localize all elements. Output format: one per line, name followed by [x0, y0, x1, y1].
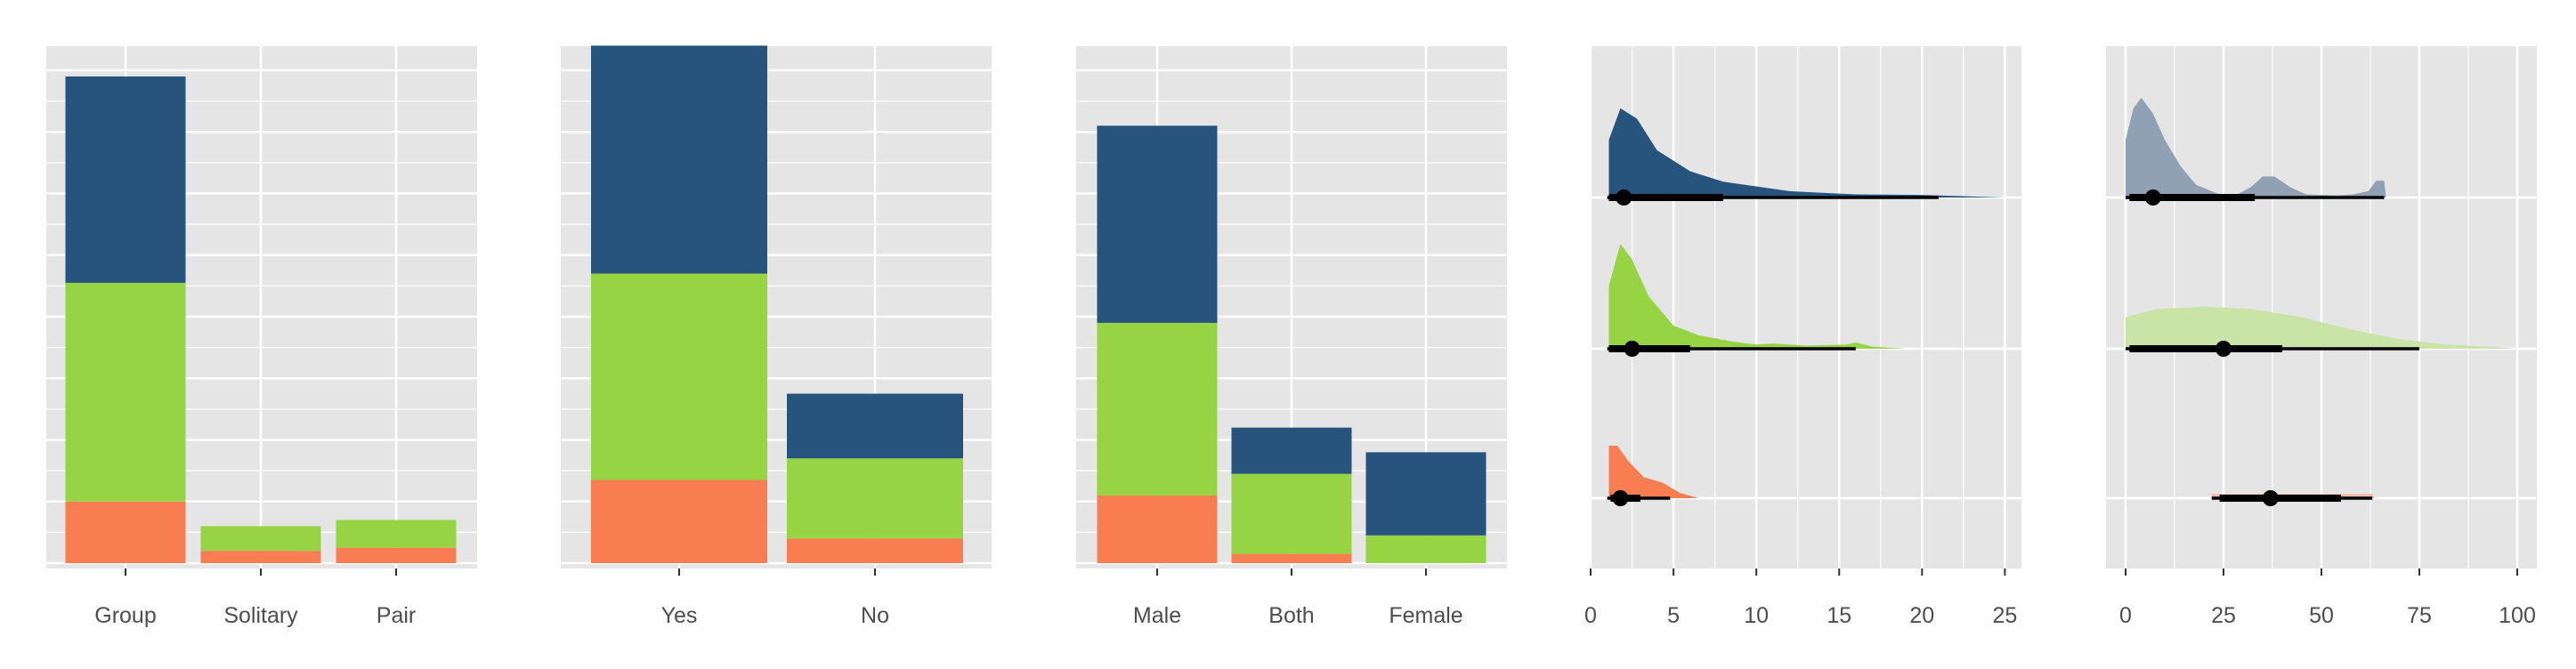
bar-segment-dark_blue — [1365, 452, 1486, 536]
x-tick-label: 15 — [1827, 603, 1851, 628]
x-tick-label: 20 — [1909, 603, 1934, 628]
bar-segment-orange — [1231, 553, 1352, 563]
x-tick-label: 25 — [1992, 603, 2017, 628]
x-tick-label: 100 — [2499, 603, 2536, 628]
point-estimate — [2144, 189, 2161, 206]
point-estimate — [2262, 490, 2279, 506]
point-estimate — [1624, 341, 1640, 357]
density-slab-lime_faded — [2126, 306, 2517, 349]
bar-segment-orange — [591, 480, 767, 563]
x-tick-label: Female — [1389, 603, 1462, 628]
bar-segment-lime — [200, 526, 321, 552]
bar-segment-lime — [591, 273, 767, 480]
panel-grouping: Group Solitary Pair — [46, 46, 477, 628]
density-slab-lime — [1608, 244, 1906, 349]
panel-sex: Male Both Female — [1076, 46, 1507, 628]
density-slab-dark_blue — [1608, 108, 2005, 197]
bar-segment-dark_blue — [1097, 125, 1218, 323]
bar-segment-lime — [1097, 322, 1218, 496]
density-slab-slate_faded — [2126, 97, 2386, 197]
bar-segment-dark_blue — [787, 393, 963, 459]
x-tick-label: 5 — [1667, 603, 1680, 628]
point-estimate — [2216, 341, 2232, 357]
bar-segment-dark_blue — [1231, 427, 1352, 474]
x-tick-label: 0 — [2119, 603, 2132, 628]
density-slab-orange — [1608, 446, 1698, 498]
x-tick-label: Yes — [661, 603, 698, 628]
bar-segment-orange — [65, 501, 186, 563]
bar-segment-orange — [1097, 495, 1218, 563]
x-tick-label: 75 — [2407, 603, 2432, 628]
bar-segment-lime — [1231, 473, 1352, 554]
bar-segment-dark_blue — [591, 45, 767, 274]
bar-segment-orange — [336, 547, 457, 563]
point-estimate — [1616, 189, 1632, 206]
panel-density-low-range: 0 5 10 15 20 25 — [1584, 46, 2021, 628]
bar-segment-dark_blue — [65, 76, 186, 283]
x-tick-label: 25 — [2211, 603, 2236, 628]
x-tick-label: Pair — [377, 603, 416, 628]
bar-segment-lime — [787, 458, 963, 539]
x-tick-label: 10 — [1744, 603, 1769, 628]
panel-background — [1591, 46, 2021, 568]
bar-segment-orange — [787, 538, 963, 563]
x-tick-label: 0 — [1584, 603, 1597, 628]
bar-segment-orange — [200, 551, 321, 563]
x-tick-label: Male — [1133, 603, 1181, 628]
x-tick-label: Solitary — [223, 603, 298, 628]
panel-density-high-range: 0 25 50 75 100 — [2106, 46, 2537, 628]
bar-segment-lime — [65, 282, 186, 502]
panel-yes-no: Yes No — [561, 45, 992, 628]
bar-segment-lime — [1365, 535, 1486, 563]
bar-segment-lime — [336, 520, 457, 548]
x-tick-label: Both — [1268, 603, 1314, 628]
point-estimate — [1612, 490, 1629, 506]
x-tick-label: 50 — [2309, 603, 2334, 628]
x-tick-label: Group — [94, 603, 156, 628]
x-tick-label: No — [861, 603, 889, 628]
